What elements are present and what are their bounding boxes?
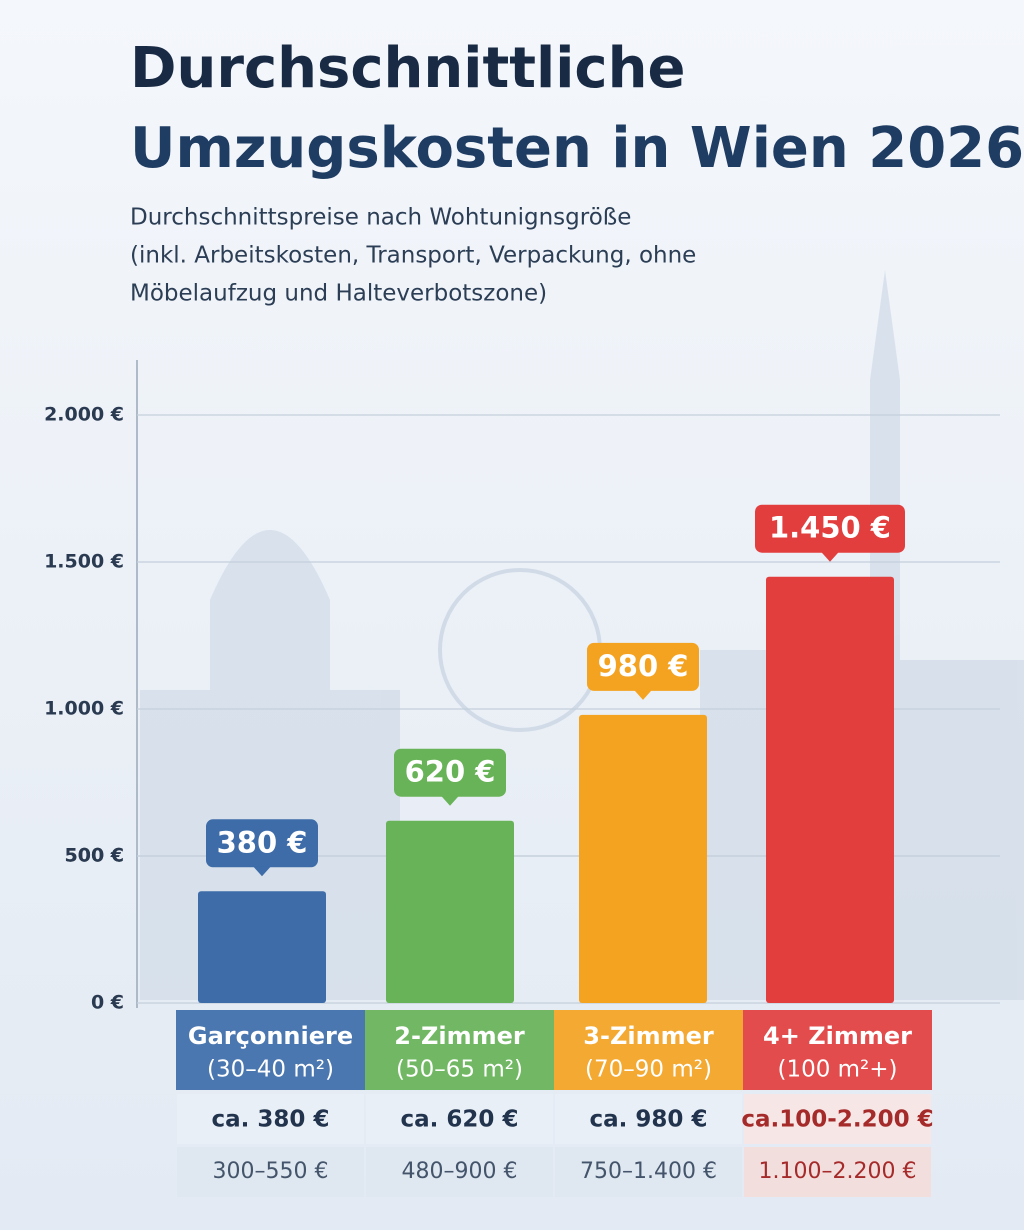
table-cell	[555, 1094, 742, 1144]
table-header-cell	[554, 1010, 743, 1090]
category-size: (30–40 m²)	[207, 1057, 334, 1083]
category-label: Garçonniere	[188, 1022, 353, 1050]
value-label-box	[206, 819, 318, 868]
subtitle-line: Durchschnittspreise nach Wohtunignsgröße	[130, 205, 631, 231]
table-cell	[744, 1147, 931, 1197]
value-label-box	[394, 748, 506, 797]
category-label: 4+ Zimmer	[763, 1022, 912, 1050]
y-tick-label: 2.000 €	[44, 404, 124, 426]
bar	[579, 714, 707, 1003]
y-tick-label: 500 €	[65, 845, 125, 867]
value-label: 380 €	[217, 825, 308, 859]
price-range: 750–1.400 €	[580, 1159, 717, 1184]
table-cell	[555, 1147, 742, 1197]
table-header-cell	[365, 1010, 554, 1090]
y-tick-label: 0 €	[91, 992, 124, 1014]
title-line: Durchschnittliche	[130, 36, 685, 101]
value-label: 1.450 €	[769, 511, 891, 545]
category-label: 2-Zimmer	[394, 1022, 525, 1050]
table-header-cell	[176, 1010, 365, 1090]
value-label-pointer	[441, 795, 459, 806]
value-label-box	[587, 642, 699, 691]
y-tick-label: 500 €	[65, 845, 125, 867]
y-tick-label: 1.500 €	[44, 551, 124, 573]
table-cell	[177, 1147, 364, 1197]
price-range: 480–900 €	[402, 1159, 518, 1184]
approx-price: ca. 620 €	[401, 1107, 519, 1133]
table-header-cell	[743, 1010, 932, 1090]
bar	[386, 820, 514, 1003]
category-size: (100 m²+)	[777, 1057, 897, 1083]
bar	[766, 576, 894, 1003]
category-size: (70–90 m²)	[585, 1057, 712, 1083]
subtitle-line: (inkl. Arbeitskosten, Transport, Verpack…	[130, 243, 696, 269]
subtitle-line: Möbelaufzug und Halteverbotszone)	[130, 281, 547, 307]
approx-price: ca.100-2.200 €	[741, 1107, 933, 1133]
table-cell	[366, 1147, 553, 1197]
approx-price: ca. 380 €	[212, 1107, 330, 1133]
y-tick-label: 1.000 €	[44, 698, 124, 720]
title-line: Umzugskosten in Wien 2026	[130, 116, 1024, 181]
value-label-pointer	[253, 866, 271, 877]
value-label-pointer	[821, 551, 839, 562]
table-cell	[744, 1094, 931, 1144]
bar	[198, 891, 326, 1003]
approx-price: ca. 980 €	[590, 1107, 708, 1133]
table-cell	[177, 1094, 364, 1144]
price-range: 1.100–2.200 €	[759, 1159, 917, 1184]
value-label-pointer	[634, 689, 652, 700]
table-cell	[366, 1094, 553, 1144]
value-label: 980 €	[598, 649, 689, 683]
value-label: 620 €	[405, 755, 496, 789]
price-range: 300–550 €	[213, 1159, 329, 1184]
value-label-box	[755, 504, 905, 553]
category-size: (50–65 m²)	[396, 1057, 523, 1083]
category-label: 3-Zimmer	[583, 1022, 714, 1050]
